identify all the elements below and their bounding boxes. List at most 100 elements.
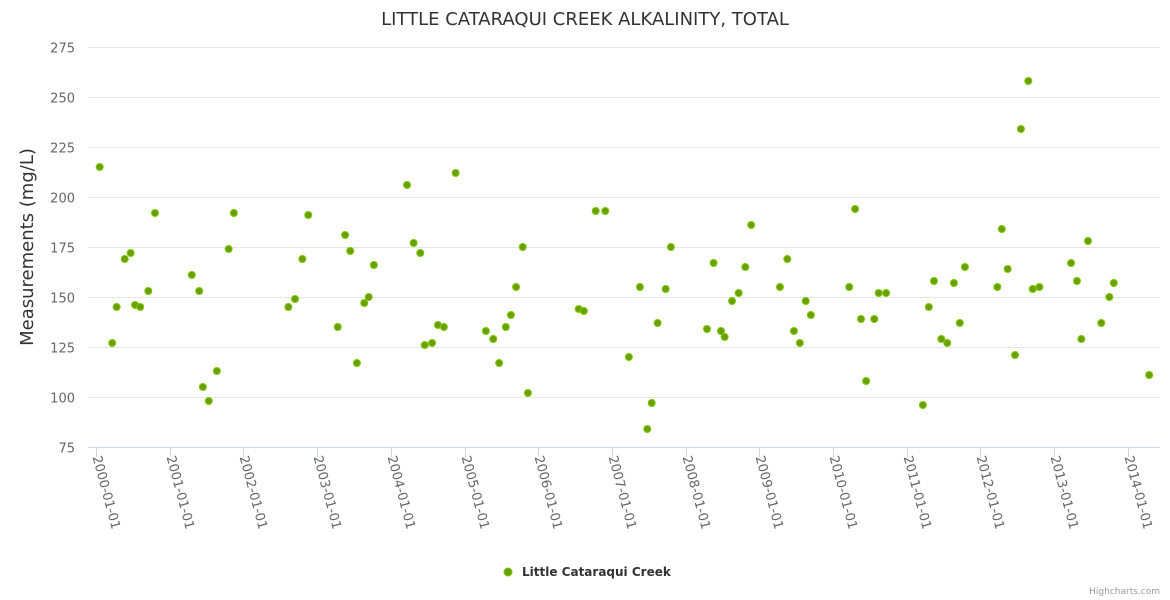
data-point[interactable] — [126, 249, 135, 257]
data-point[interactable] — [775, 283, 784, 291]
data-point[interactable] — [870, 315, 879, 323]
data-point[interactable] — [1016, 125, 1025, 133]
data-point[interactable] — [795, 339, 804, 347]
data-point[interactable] — [284, 303, 293, 311]
x-tick-label: 2005-01-01 — [458, 454, 492, 531]
data-point[interactable] — [716, 327, 725, 335]
data-point[interactable] — [929, 277, 938, 285]
data-point[interactable] — [949, 279, 958, 287]
data-point[interactable] — [601, 207, 610, 215]
data-point[interactable] — [1028, 285, 1037, 293]
data-point[interactable] — [1105, 293, 1114, 301]
data-point[interactable] — [806, 311, 815, 319]
data-point[interactable] — [523, 389, 532, 397]
data-point[interactable] — [108, 339, 117, 347]
data-point[interactable] — [882, 289, 891, 297]
data-point[interactable] — [229, 209, 238, 217]
data-point[interactable] — [747, 221, 756, 229]
data-point[interactable] — [1109, 279, 1118, 287]
data-point[interactable] — [187, 271, 196, 279]
data-point[interactable] — [198, 383, 207, 391]
data-point[interactable] — [409, 239, 418, 247]
data-point[interactable] — [120, 255, 129, 263]
data-point[interactable] — [224, 245, 233, 253]
data-point[interactable] — [428, 339, 437, 347]
data-point[interactable] — [360, 299, 369, 307]
data-point[interactable] — [924, 303, 933, 311]
data-point[interactable] — [112, 303, 121, 311]
data-point[interactable] — [741, 263, 750, 271]
x-tick-label: 2011-01-01 — [900, 454, 934, 531]
data-point[interactable] — [993, 283, 1002, 291]
data-point[interactable] — [1024, 77, 1033, 85]
data-point[interactable] — [635, 283, 644, 291]
data-point[interactable] — [1084, 237, 1093, 245]
data-point[interactable] — [403, 181, 412, 189]
data-point[interactable] — [144, 287, 153, 295]
data-point[interactable] — [95, 163, 104, 171]
data-point[interactable] — [1011, 351, 1020, 359]
data-point[interactable] — [1145, 371, 1154, 379]
data-point[interactable] — [290, 295, 299, 303]
data-point[interactable] — [506, 311, 515, 319]
data-point[interactable] — [801, 297, 810, 305]
data-point[interactable] — [579, 307, 588, 315]
data-point[interactable] — [720, 333, 729, 341]
data-point[interactable] — [451, 169, 460, 177]
data-point[interactable] — [136, 303, 145, 311]
data-point[interactable] — [851, 205, 860, 213]
data-point[interactable] — [591, 207, 600, 215]
data-point[interactable] — [416, 249, 425, 257]
data-point[interactable] — [702, 325, 711, 333]
data-point[interactable] — [495, 359, 504, 367]
data-point[interactable] — [150, 209, 159, 217]
credits-link[interactable]: Highcharts.com — [1089, 587, 1160, 597]
data-point[interactable] — [364, 293, 373, 301]
data-point[interactable] — [661, 285, 670, 293]
data-point[interactable] — [481, 327, 490, 335]
legend-item[interactable]: Little Cataraqui Creek — [503, 565, 672, 579]
data-point[interactable] — [1003, 265, 1012, 273]
data-point[interactable] — [960, 263, 969, 271]
data-point[interactable] — [1077, 335, 1086, 343]
data-point[interactable] — [489, 335, 498, 343]
data-point[interactable] — [997, 225, 1006, 233]
data-point[interactable] — [1035, 283, 1044, 291]
data-point[interactable] — [857, 315, 866, 323]
data-point[interactable] — [204, 397, 213, 405]
data-point[interactable] — [333, 323, 342, 331]
data-point[interactable] — [501, 323, 510, 331]
data-point[interactable] — [918, 401, 927, 409]
data-point[interactable] — [937, 335, 946, 343]
data-point[interactable] — [1097, 319, 1106, 327]
data-point[interactable] — [734, 289, 743, 297]
data-point[interactable] — [195, 287, 204, 295]
data-point[interactable] — [420, 341, 429, 349]
data-point[interactable] — [352, 359, 361, 367]
data-point[interactable] — [341, 231, 350, 239]
data-point[interactable] — [304, 211, 313, 219]
data-point[interactable] — [845, 283, 854, 291]
data-point[interactable] — [298, 255, 307, 263]
data-point[interactable] — [862, 377, 871, 385]
data-point[interactable] — [212, 367, 221, 375]
data-point[interactable] — [369, 261, 378, 269]
data-point[interactable] — [666, 243, 675, 251]
data-point[interactable] — [709, 259, 718, 267]
data-point[interactable] — [943, 339, 952, 347]
data-point[interactable] — [647, 399, 656, 407]
data-point[interactable] — [955, 319, 964, 327]
data-point[interactable] — [728, 297, 737, 305]
data-point[interactable] — [512, 283, 521, 291]
data-point[interactable] — [624, 353, 633, 361]
data-point[interactable] — [789, 327, 798, 335]
data-point[interactable] — [1067, 259, 1076, 267]
data-point[interactable] — [874, 289, 883, 297]
data-point[interactable] — [439, 323, 448, 331]
data-point[interactable] — [1072, 277, 1081, 285]
data-point[interactable] — [518, 243, 527, 251]
data-point[interactable] — [643, 425, 652, 433]
data-point[interactable] — [783, 255, 792, 263]
data-point[interactable] — [653, 319, 662, 327]
data-point[interactable] — [346, 247, 355, 255]
